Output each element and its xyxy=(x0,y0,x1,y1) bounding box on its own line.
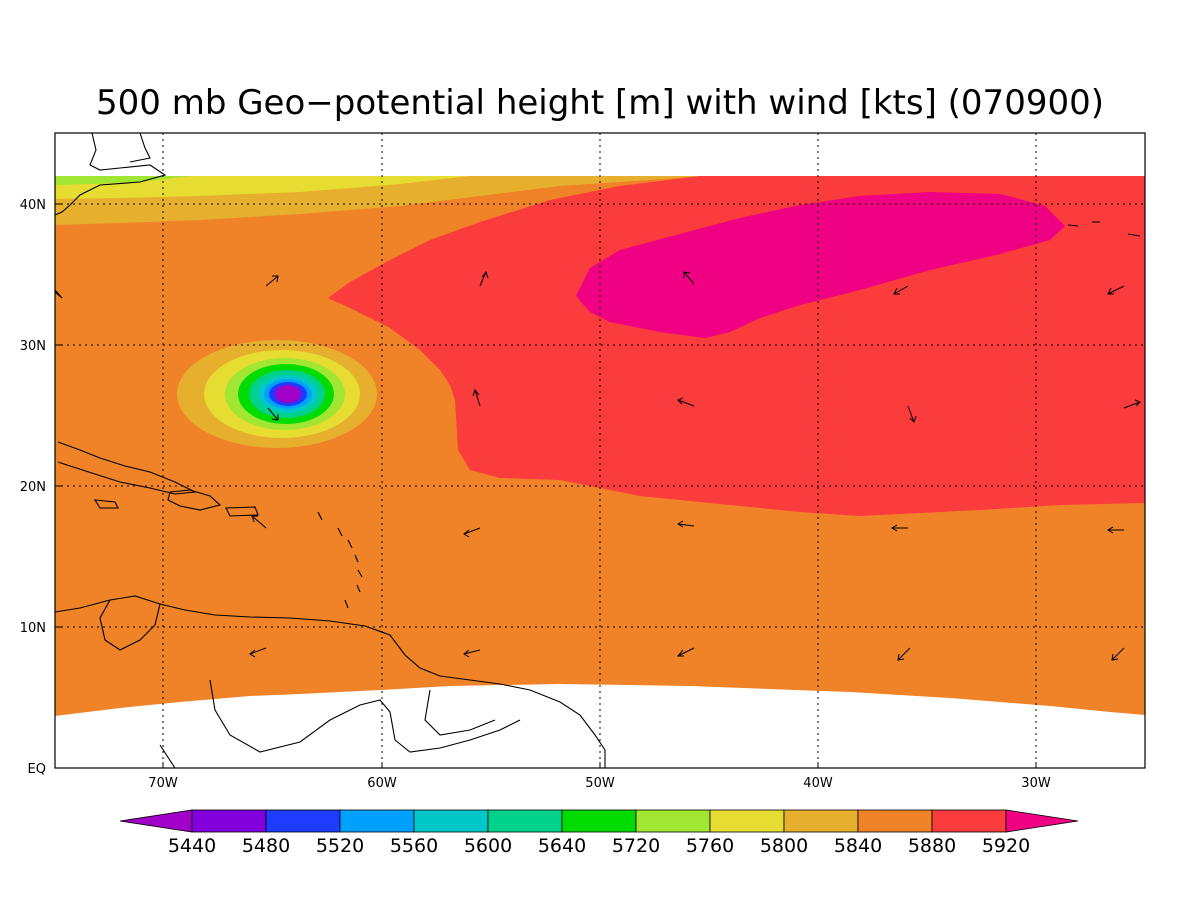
lon-label: 70W xyxy=(148,776,178,791)
lon-label: 40W xyxy=(803,776,833,791)
wind-arrow xyxy=(1107,285,1125,295)
lon-label: 50W xyxy=(585,776,615,791)
lat-label: 20N xyxy=(20,480,46,495)
colorbar-swatch xyxy=(413,809,489,833)
longitude-labels: 70W 60W 50W 40W 30W xyxy=(148,776,1051,791)
cutoff-low xyxy=(177,340,377,448)
lat-label: EQ xyxy=(28,762,46,777)
colorbar-swatch xyxy=(339,809,415,833)
figure-title: 500 mb Geo−potential height [m] with win… xyxy=(96,83,1104,123)
wind-arrow xyxy=(265,275,279,287)
wind-arrow xyxy=(1107,526,1124,534)
colorbar-extend-low xyxy=(119,809,193,833)
colorbar-level-label: 5880 xyxy=(908,835,956,857)
wind-arrow xyxy=(249,647,267,658)
colorbar-swatch xyxy=(857,809,933,833)
contour-5760-band xyxy=(55,176,470,199)
colorbar-level-label: 5920 xyxy=(982,835,1030,857)
lat-label: 30N xyxy=(20,339,46,354)
latitude-labels: EQ 10N 20N 30N 40N xyxy=(20,198,46,777)
colorbar-level-label: 5760 xyxy=(686,835,734,857)
wind-arrow xyxy=(907,405,917,423)
colorbar-level-label: 5560 xyxy=(390,835,438,857)
wind-arrow xyxy=(676,647,695,657)
colorbar-level-label: 5840 xyxy=(834,835,882,857)
lon-label: 30W xyxy=(1021,776,1051,791)
wind-arrow xyxy=(891,524,908,532)
contour-5720-band xyxy=(55,176,190,185)
wind-arrow xyxy=(55,291,63,299)
wind-vectors xyxy=(55,270,1141,661)
colorbar-swatch xyxy=(783,809,859,833)
colorbar-level-label: 5640 xyxy=(538,835,586,857)
colorbar: 5440 5480 5520 5560 5600 5640 5720 5760 5800 5840… xyxy=(119,809,1079,857)
colorbar-swatch xyxy=(487,809,563,833)
colorbar-swatch xyxy=(709,809,785,833)
colorbar-level-label: 5440 xyxy=(168,835,216,857)
colorbar-swatch xyxy=(931,809,1007,833)
graticule xyxy=(55,133,1145,768)
colorbar-level-label: 5720 xyxy=(612,835,660,857)
wind-arrow xyxy=(251,515,267,529)
colorbar-level-label: 5600 xyxy=(464,835,512,857)
lat-label: 10N xyxy=(20,621,46,636)
wind-arrow xyxy=(893,285,909,295)
lon-label: 60W xyxy=(367,776,397,791)
wind-arrow xyxy=(463,527,481,538)
wind-arrow xyxy=(677,520,695,528)
wind-arrow xyxy=(683,271,695,285)
map-plot-area xyxy=(55,133,1145,768)
wind-arrow xyxy=(677,397,695,407)
wind-arrow xyxy=(267,407,279,421)
wind-arrow xyxy=(897,647,911,661)
colorbar-extend-high xyxy=(1005,809,1079,833)
coastlines xyxy=(55,133,1141,768)
wind-arrow xyxy=(1123,399,1141,409)
wind-arrow xyxy=(479,270,489,287)
colorbar-level-label: 5480 xyxy=(242,835,290,857)
colorbar-swatch xyxy=(561,809,637,833)
wind-arrow xyxy=(463,649,481,658)
colorbar-level-label: 5800 xyxy=(760,835,808,857)
colorbar-level-label: 5520 xyxy=(316,835,364,857)
lat-label: 40N xyxy=(20,198,46,213)
colorbar-swatch xyxy=(635,809,711,833)
colorbar-swatch xyxy=(191,809,267,833)
wind-arrow xyxy=(472,388,481,407)
colorbar-swatch xyxy=(265,809,341,833)
wind-arrow xyxy=(1111,647,1125,661)
contour-5920-ridge xyxy=(576,192,1065,338)
axis-ticks xyxy=(55,203,1037,769)
